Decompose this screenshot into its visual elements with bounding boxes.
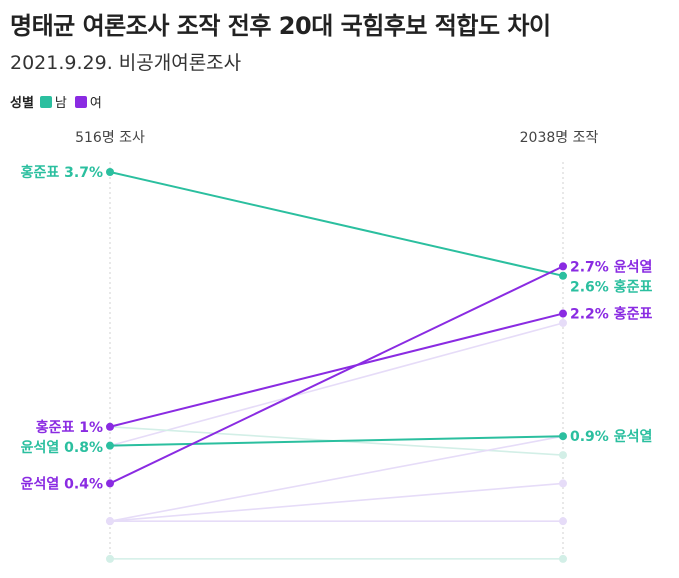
series-point-start-1 bbox=[106, 422, 114, 431]
legend-swatch-male bbox=[39, 95, 52, 108]
value-label-start-0: 홍준표 3.7% bbox=[21, 164, 103, 181]
legend-swatch-female bbox=[74, 95, 87, 108]
series-point-end-3 bbox=[559, 262, 567, 271]
value-label-start-1: 홍준표 1% bbox=[36, 419, 103, 436]
series-point-end-5 bbox=[559, 451, 567, 460]
series-point-end-8 bbox=[559, 517, 567, 526]
series-line-0 bbox=[109, 171, 564, 277]
value-label-end-0: 2.6% 홍준표 bbox=[570, 278, 652, 295]
column-label-right: 2038명 조작 bbox=[520, 130, 599, 146]
series-point-end-9 bbox=[559, 554, 567, 563]
series-line-2 bbox=[109, 435, 564, 447]
series-point-start-8 bbox=[106, 517, 114, 526]
value-label-end-2: 0.9% 윤석열 bbox=[570, 428, 652, 445]
legend: 성별 남 여 bbox=[10, 92, 110, 111]
series-point-end-7 bbox=[559, 479, 567, 488]
series-point-end-4 bbox=[559, 318, 567, 327]
series-line-1 bbox=[109, 312, 564, 428]
series-point-start-0 bbox=[106, 168, 114, 176]
series-line-3 bbox=[109, 265, 564, 485]
series-point-end-0 bbox=[559, 271, 567, 280]
value-label-start-2: 윤석열 0.8% bbox=[21, 439, 103, 456]
series-point-start-9 bbox=[106, 554, 114, 563]
series-point-start-3 bbox=[106, 479, 114, 488]
series-point-start-2 bbox=[106, 441, 114, 450]
value-label-start-3: 윤석열 0.4% bbox=[21, 475, 103, 492]
series-point-end-2 bbox=[559, 432, 567, 441]
series-line-7 bbox=[109, 482, 564, 522]
legend-title: 성별 bbox=[10, 96, 34, 111]
series-line-4 bbox=[109, 322, 564, 447]
chart-title: 명태균 여론조사 조작 전후 20대 국힘후보 적합도 차이 bbox=[10, 12, 551, 40]
value-label-end-1: 2.2% 홍준표 bbox=[570, 306, 652, 323]
chart-subtitle: 2021.9.29. 비공개여론조사 bbox=[10, 52, 242, 74]
series-point-end-1 bbox=[559, 309, 567, 318]
legend-label-female: 여 bbox=[89, 96, 102, 111]
legend-label-male: 남 bbox=[54, 96, 67, 111]
value-label-end-3: 2.7% 윤석열 bbox=[570, 258, 652, 275]
series-line-6 bbox=[109, 435, 564, 522]
column-label-left: 516명 조사 bbox=[75, 130, 145, 146]
